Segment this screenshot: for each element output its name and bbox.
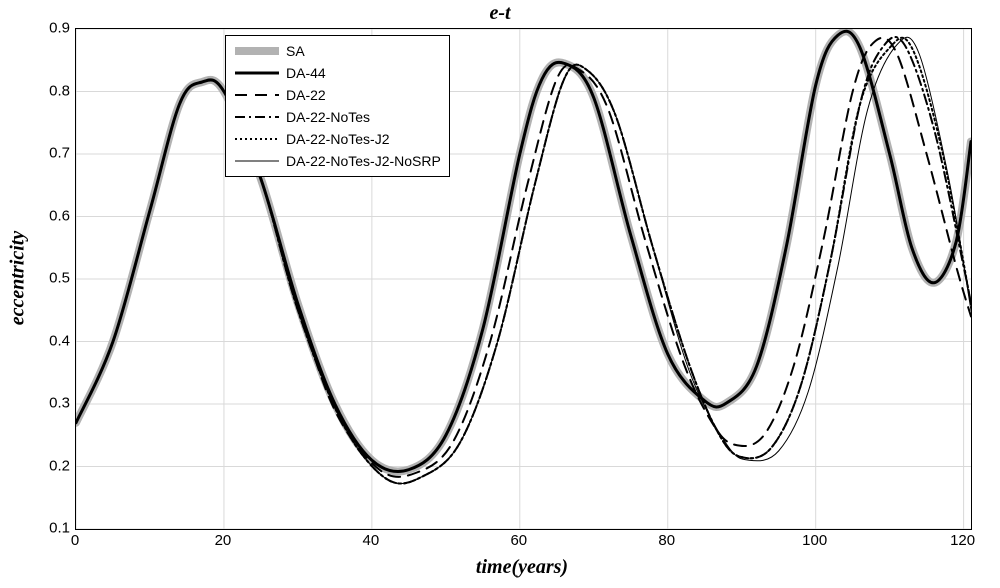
- series-DA-22: [76, 38, 971, 477]
- legend-row: DA-22-NoTes-J2: [234, 128, 441, 150]
- legend-row: DA-22-NoTes: [234, 106, 441, 128]
- series-DA-22-NoTes: [76, 37, 971, 484]
- legend-row: DA-22-NoTes-J2-NoSRP: [234, 150, 441, 172]
- legend-swatch: [234, 107, 280, 127]
- ytick: 0.2: [49, 457, 70, 474]
- ytick: 0.8: [49, 82, 70, 99]
- xtick: 40: [363, 532, 380, 549]
- chart-container: e-t eccentricity time(years) 0.1 0.2 0.3 0.…: [0, 0, 1000, 588]
- ytick: 0.7: [49, 145, 70, 162]
- xtick: 80: [658, 532, 675, 549]
- legend-label: DA-22-NoTes: [286, 109, 370, 125]
- plot-area: [75, 28, 972, 530]
- legend-swatch: [234, 85, 280, 105]
- ytick: 0.6: [49, 207, 70, 224]
- ytick: 0.3: [49, 395, 70, 412]
- legend-label: DA-22: [286, 87, 326, 103]
- legend-swatch: [234, 151, 280, 171]
- legend-label: DA-22-NoTes-J2-NoSRP: [286, 153, 441, 169]
- xtick: 120: [950, 532, 975, 549]
- ytick: 0.4: [49, 332, 70, 349]
- series-DA-22-NoTes-J2-NoSRP: [76, 37, 971, 483]
- plot-svg: [76, 29, 971, 529]
- series-DA-44: [76, 31, 971, 471]
- xtick: 60: [510, 532, 527, 549]
- x-axis-label: time(years): [476, 556, 568, 579]
- xtick: 20: [215, 532, 232, 549]
- chart-title: e-t: [0, 2, 1000, 25]
- ytick: 0.9: [49, 20, 70, 37]
- legend-row: SA: [234, 40, 441, 62]
- legend-label: SA: [286, 43, 305, 59]
- ytick: 0.1: [49, 520, 70, 537]
- ytick: 0.5: [49, 270, 70, 287]
- xtick: 100: [802, 532, 827, 549]
- legend: SA DA-44 DA-22 DA-22-NoTes DA-22-NoTes-J2 DA-…: [225, 35, 450, 177]
- legend-swatch: [234, 63, 280, 83]
- y-axis-label: eccentricity: [7, 231, 30, 325]
- legend-label: DA-22-NoTes-J2: [286, 131, 389, 147]
- legend-label: DA-44: [286, 65, 326, 81]
- series-SA: [76, 31, 971, 471]
- series-DA-22-NoTes-J2: [76, 38, 971, 484]
- xtick: 0: [71, 532, 79, 549]
- legend-swatch: [234, 41, 280, 61]
- legend-swatch: [234, 129, 280, 149]
- legend-row: DA-44: [234, 62, 441, 84]
- legend-row: DA-22: [234, 84, 441, 106]
